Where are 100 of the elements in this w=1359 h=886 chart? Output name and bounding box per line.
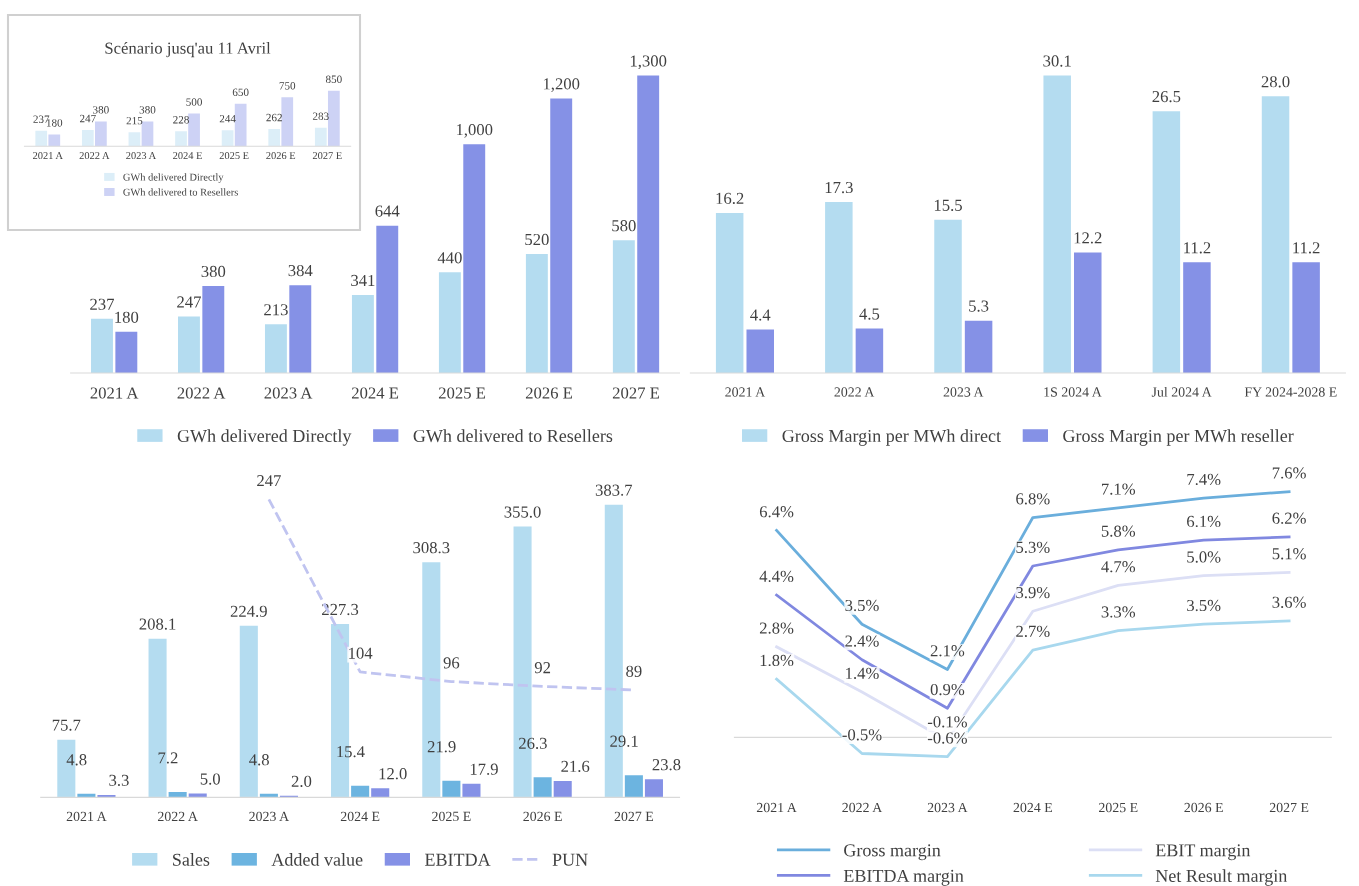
x-tick-label: 2023 A <box>249 811 290 822</box>
data-label: 247 <box>177 296 201 308</box>
legend-label: GWh delivered to Resellers <box>123 188 238 196</box>
legend-label: Added value <box>271 853 363 866</box>
x-tick-label: 2026 E <box>525 387 573 399</box>
x-tick-label: 2025 E <box>438 387 486 399</box>
x-tick-label: 2021 A <box>756 802 797 813</box>
legend-label: Gross Margin per MWh direct <box>782 429 1001 446</box>
data-label: 3.3% <box>1101 606 1136 618</box>
data-label: 2.7% <box>1016 625 1050 638</box>
legend-label: EBITDA <box>424 853 491 866</box>
data-label: 3.5% <box>845 599 879 612</box>
data-label: 23.8 <box>652 759 681 771</box>
x-tick-label: 2022 A <box>177 387 226 399</box>
x-tick-label: 2022 A <box>79 152 110 160</box>
x-tick-label: 2027 E <box>614 811 654 822</box>
legend-label: GWh delivered Directly <box>123 173 224 183</box>
x-tick-label: 1S 2024 A <box>1044 387 1102 397</box>
data-label: 21.9 <box>427 741 456 753</box>
x-tick-label: 2021 A <box>725 387 766 397</box>
data-label: 29.1 <box>610 735 638 747</box>
data-label: 7.2 <box>158 752 178 764</box>
x-tick-label: 2021 A <box>33 152 63 160</box>
data-label: 644 <box>375 205 400 217</box>
legend-label: PUN <box>552 853 588 866</box>
data-label: 7.1% <box>1102 483 1136 495</box>
x-tick-label: 2024 E <box>351 387 399 399</box>
data-label: 384 <box>288 264 313 277</box>
x-tick-label: 2022 A <box>834 387 875 397</box>
data-label: 104 <box>349 647 373 659</box>
x-tick-label: 2024 E <box>1013 802 1053 813</box>
legend-label: Gross Margin per MWh reseller <box>1063 429 1294 446</box>
data-label: 2.4% <box>845 635 879 647</box>
x-tick-label: 2024 E <box>173 152 202 160</box>
data-label: 2.0 <box>291 775 312 788</box>
data-label: 500 <box>186 98 202 106</box>
data-label: 750 <box>279 82 296 90</box>
data-label: 341 <box>351 274 375 287</box>
data-label: 308.3 <box>413 542 450 554</box>
data-label: 26.5 <box>1152 91 1181 103</box>
data-label: 28.0 <box>1261 76 1290 88</box>
data-label: 5.0% <box>1187 551 1221 563</box>
x-tick-label: 2023 A <box>943 387 984 397</box>
data-label: 262 <box>266 113 282 122</box>
data-label: 12.0 <box>379 768 407 780</box>
data-label: 92 <box>534 662 551 674</box>
data-label: 96 <box>443 657 460 669</box>
x-tick-label: 2023 A <box>126 152 157 160</box>
data-label: 5.3 <box>969 300 989 312</box>
x-tick-label: 2027 E <box>312 152 342 160</box>
x-tick-label: 2026 E <box>523 811 562 822</box>
data-label: 380 <box>139 106 156 114</box>
x-tick-label: FY 2024-2028 E <box>1244 387 1337 397</box>
x-tick-label: 2022 A <box>157 811 198 822</box>
legend-label: GWh delivered Directly <box>177 429 352 446</box>
x-tick-label: Jul 2024 A <box>1151 386 1212 397</box>
data-label: 247 <box>79 114 96 123</box>
data-label: 650 <box>232 88 249 97</box>
data-label: 6.1% <box>1187 515 1221 528</box>
data-label: 26.3 <box>519 737 547 750</box>
data-label: 30.1 <box>1043 55 1071 67</box>
x-tick-label: 2025 E <box>432 811 471 822</box>
data-label: 17.3 <box>825 181 853 194</box>
x-tick-label: 2024 E <box>340 811 380 822</box>
data-label: 4.8 <box>66 754 87 766</box>
data-label: -0.1% <box>927 716 967 728</box>
x-tick-label: 2021 A <box>90 387 139 399</box>
data-label: 3.3 <box>109 774 129 787</box>
data-label: 283 <box>312 112 329 120</box>
x-tick-label: 2023 A <box>927 802 968 813</box>
data-label: 244 <box>219 115 236 123</box>
data-label: 12.2 <box>1074 232 1102 244</box>
data-label: 17.9 <box>470 763 498 775</box>
data-label: 5.8% <box>1101 525 1136 537</box>
data-label: 4.7% <box>1101 561 1136 573</box>
data-label: 1,200 <box>543 78 580 92</box>
data-label: 213 <box>264 304 288 316</box>
legend-label: GWh delivered to Resellers <box>413 429 613 443</box>
data-label: 3.9% <box>1016 586 1050 599</box>
x-tick-label: 2025 E <box>219 152 249 160</box>
data-label: 75.7 <box>52 719 81 731</box>
x-tick-label: 2027 E <box>612 387 660 399</box>
data-label: 3.6% <box>1272 596 1306 608</box>
data-label: 89 <box>626 665 642 677</box>
data-label: 5.3% <box>1016 541 1050 553</box>
legend-label: EBITDA margin <box>843 869 964 886</box>
legend-label: Gross margin <box>844 844 941 861</box>
data-label: 247 <box>257 475 281 487</box>
x-tick-label: 2023 A <box>264 387 313 399</box>
data-label: 6.2% <box>1272 512 1306 524</box>
data-label: 383.7 <box>595 484 633 496</box>
data-label: 228 <box>173 116 189 124</box>
data-label: 16.2 <box>716 192 744 205</box>
data-label: 1,000 <box>456 124 493 138</box>
data-label: 4.5 <box>859 308 880 320</box>
data-label: 4.4 <box>750 309 771 321</box>
data-label: 15.5 <box>934 199 962 211</box>
data-label: 7.6% <box>1272 467 1306 479</box>
data-label: 2.8% <box>759 622 794 634</box>
data-label: 215 <box>126 116 143 125</box>
